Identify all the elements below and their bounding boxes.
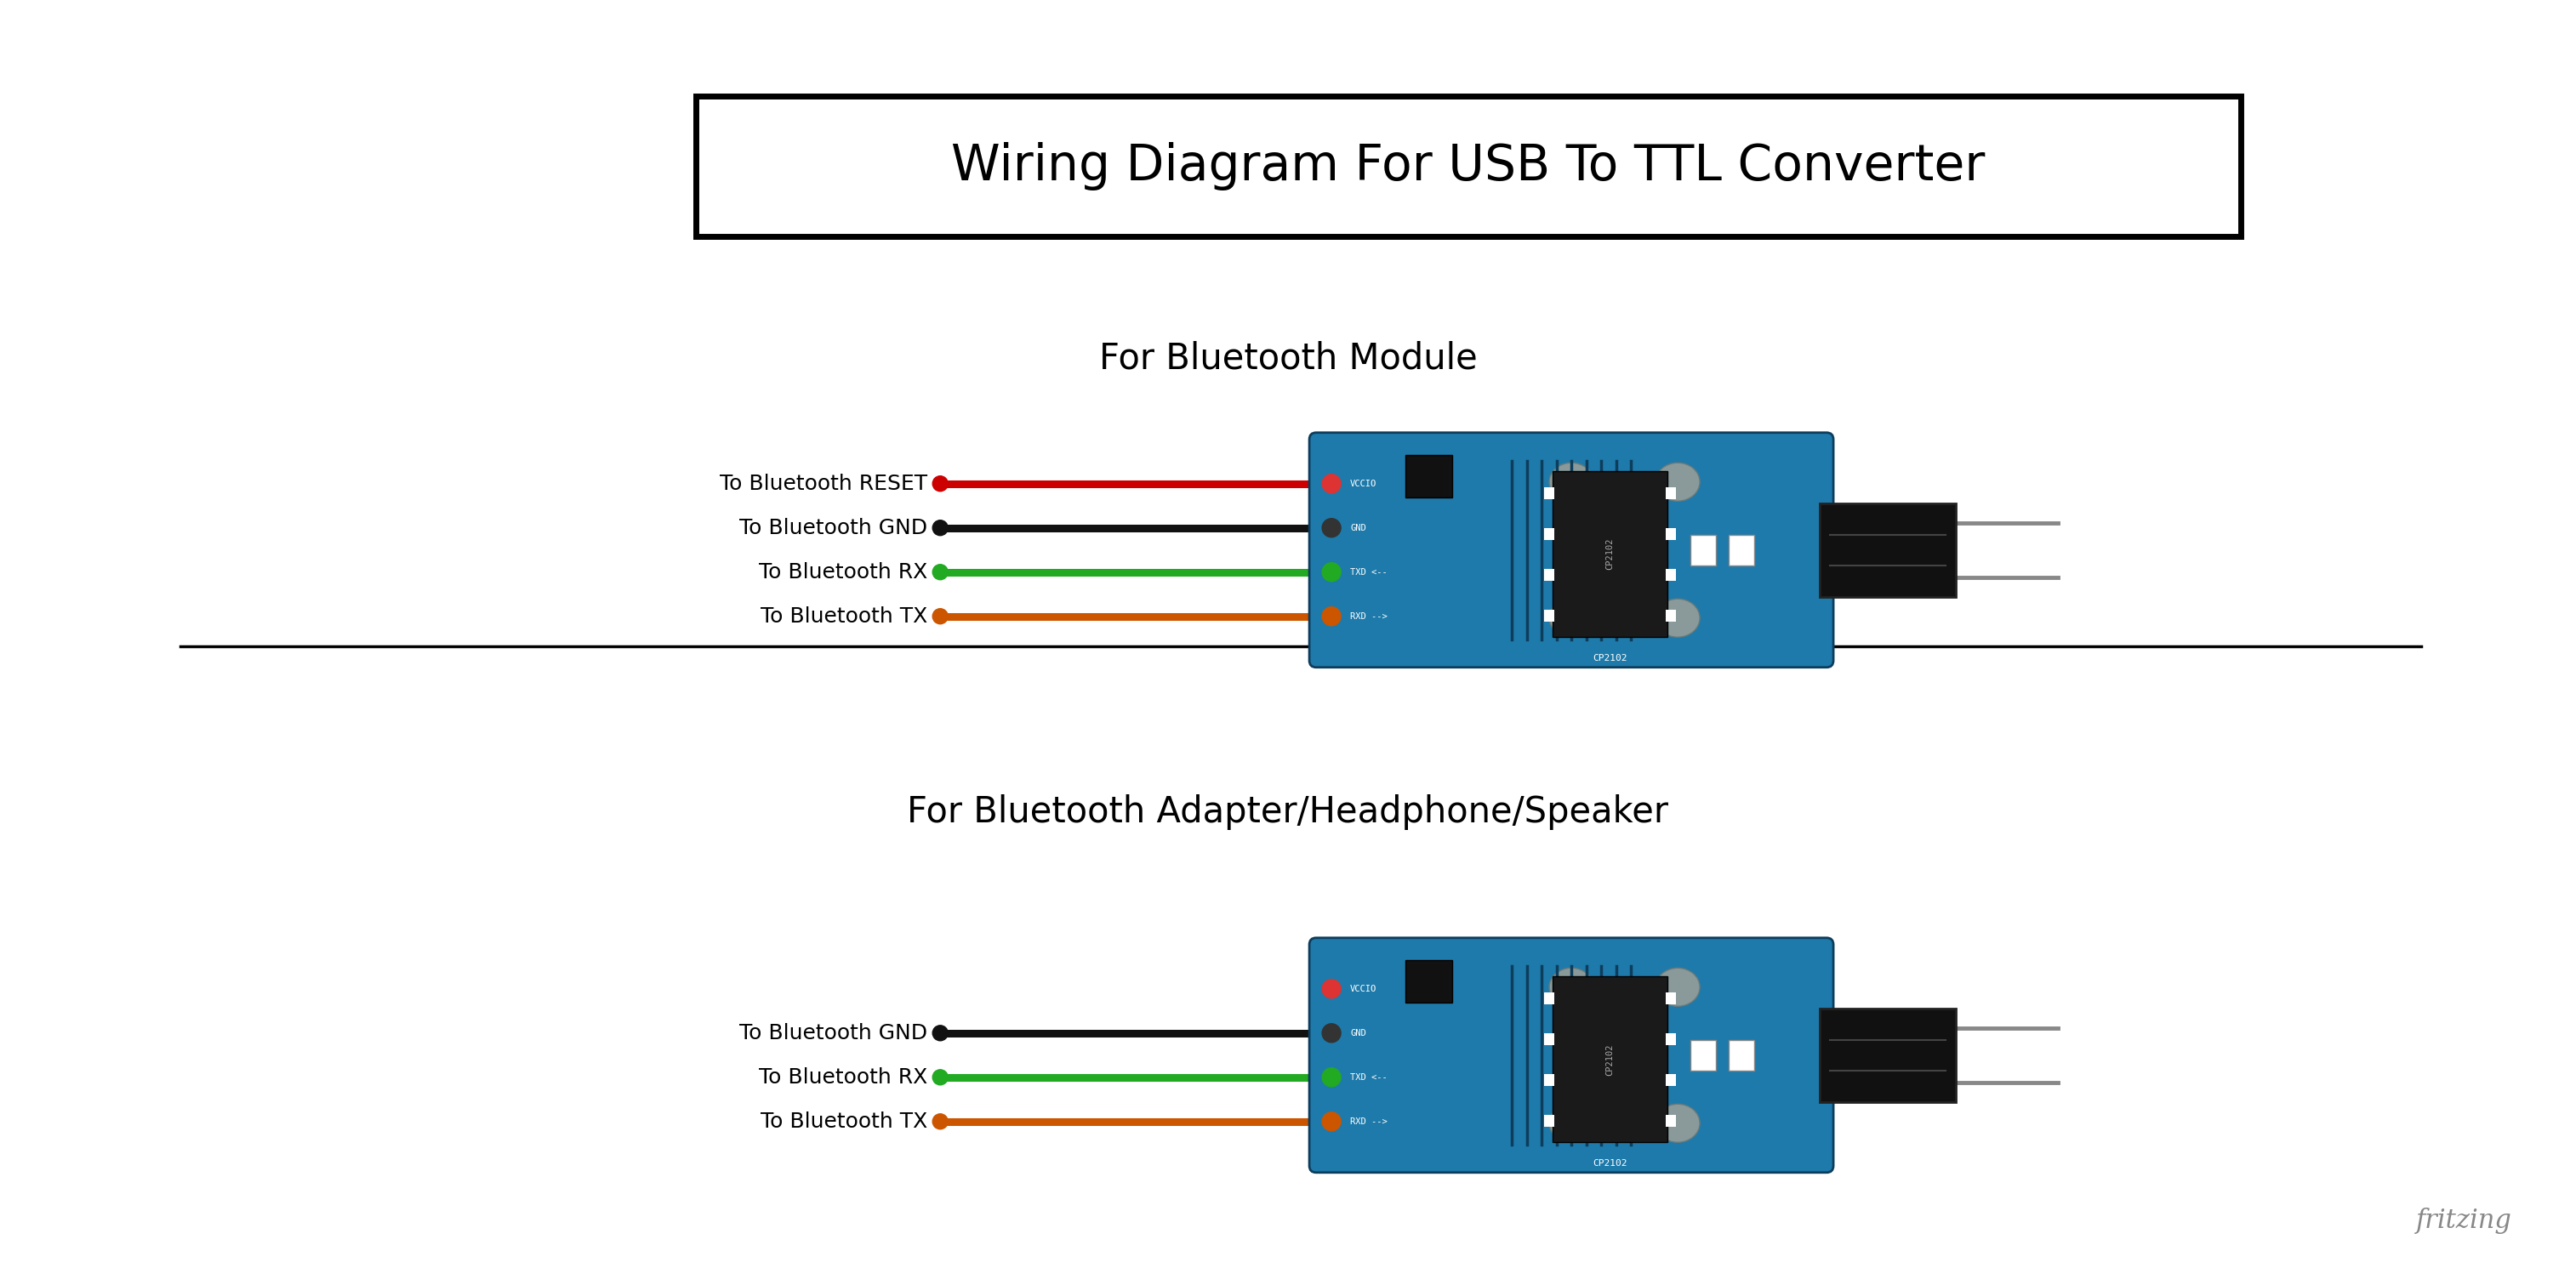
Circle shape: [1321, 608, 1342, 625]
Circle shape: [1324, 1069, 1340, 1085]
Bar: [1664, 610, 1674, 622]
Text: RXD -->: RXD -->: [1350, 613, 1388, 620]
Circle shape: [933, 1069, 948, 1085]
Text: TXD <--: TXD <--: [1350, 568, 1388, 577]
Bar: [1664, 569, 1674, 581]
Circle shape: [1321, 475, 1342, 492]
Circle shape: [1324, 564, 1340, 579]
Text: To Bluetooth TX: To Bluetooth TX: [760, 1111, 927, 1132]
Text: To Bluetooth RESET: To Bluetooth RESET: [719, 473, 927, 494]
Text: To Bluetooth RX: To Bluetooth RX: [760, 1067, 927, 1087]
Bar: [1543, 1115, 1553, 1127]
Text: TXD <--: TXD <--: [1350, 1073, 1388, 1082]
Circle shape: [933, 1114, 948, 1129]
Text: For Bluetooth Adapter/Headphone/Speaker: For Bluetooth Adapter/Headphone/Speaker: [907, 794, 1669, 830]
Bar: [1543, 569, 1553, 581]
Text: To Bluetooth RX: To Bluetooth RX: [760, 561, 927, 582]
Ellipse shape: [1548, 968, 1595, 1007]
Circle shape: [1321, 1068, 1342, 1087]
Text: CP2102: CP2102: [1592, 1159, 1628, 1168]
Bar: [1406, 961, 1453, 1003]
Text: GND: GND: [1350, 1028, 1365, 1037]
FancyBboxPatch shape: [1309, 938, 1834, 1173]
Bar: [1543, 1033, 1553, 1045]
Circle shape: [1321, 980, 1342, 998]
Circle shape: [933, 521, 948, 536]
Bar: [1543, 993, 1553, 1004]
Circle shape: [933, 609, 948, 624]
Circle shape: [933, 476, 948, 491]
Circle shape: [1321, 1113, 1342, 1131]
Bar: [1543, 610, 1553, 622]
Text: RXD -->: RXD -->: [1350, 1118, 1388, 1126]
Circle shape: [1321, 518, 1342, 537]
Bar: [1406, 455, 1453, 498]
Bar: [1664, 993, 1674, 1004]
Bar: [1553, 471, 1667, 637]
Text: To Bluetooth GND: To Bluetooth GND: [739, 518, 927, 538]
Circle shape: [1324, 476, 1340, 491]
Bar: [696, 96, 2241, 237]
Bar: [1553, 976, 1667, 1142]
Circle shape: [1321, 563, 1342, 582]
Circle shape: [1324, 1114, 1340, 1129]
Ellipse shape: [1548, 599, 1595, 637]
Ellipse shape: [1656, 1104, 1700, 1142]
Ellipse shape: [1656, 968, 1700, 1007]
Bar: [1543, 487, 1553, 499]
Bar: [1664, 1074, 1674, 1086]
Circle shape: [933, 564, 948, 579]
Bar: [1664, 1115, 1674, 1127]
Bar: [1690, 1040, 1716, 1071]
Circle shape: [1321, 1023, 1342, 1042]
Ellipse shape: [1548, 1104, 1595, 1142]
Bar: [1543, 1074, 1553, 1086]
Text: fritzing: fritzing: [2416, 1207, 2512, 1234]
Bar: [1664, 1033, 1674, 1045]
Bar: [1543, 528, 1553, 540]
Text: To Bluetooth TX: To Bluetooth TX: [760, 606, 927, 627]
Bar: [1664, 528, 1674, 540]
Text: CP2102: CP2102: [1605, 1044, 1615, 1076]
Circle shape: [1324, 609, 1340, 624]
Bar: [1690, 535, 1716, 565]
Text: CP2102: CP2102: [1592, 654, 1628, 663]
Text: VCCIO: VCCIO: [1350, 985, 1376, 993]
Ellipse shape: [1656, 599, 1700, 637]
Bar: [1819, 1008, 1955, 1102]
Text: VCCIO: VCCIO: [1350, 480, 1376, 487]
FancyBboxPatch shape: [1309, 432, 1834, 668]
Bar: [1728, 535, 1754, 565]
Text: For Bluetooth Module: For Bluetooth Module: [1100, 340, 1476, 376]
Text: GND: GND: [1350, 523, 1365, 532]
Circle shape: [933, 1026, 948, 1041]
Ellipse shape: [1548, 463, 1595, 501]
Text: To Bluetooth GND: To Bluetooth GND: [739, 1023, 927, 1044]
Ellipse shape: [1656, 463, 1700, 501]
Text: CP2102: CP2102: [1605, 538, 1615, 570]
Circle shape: [1324, 521, 1340, 536]
Text: Wiring Diagram For USB To TTL Converter: Wiring Diagram For USB To TTL Converter: [951, 142, 1986, 191]
Bar: [1664, 487, 1674, 499]
Bar: [1819, 503, 1955, 597]
Bar: [1728, 1040, 1754, 1071]
Circle shape: [1324, 1026, 1340, 1041]
